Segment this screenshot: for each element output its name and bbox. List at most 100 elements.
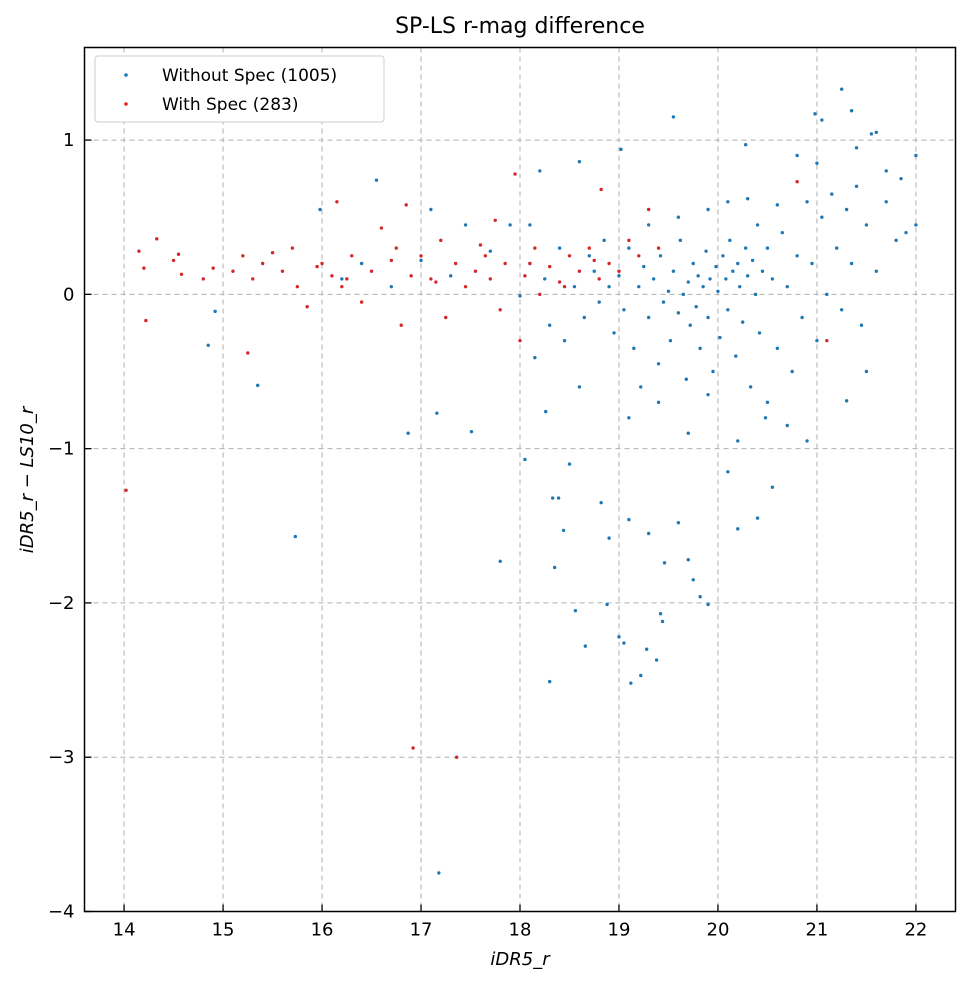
data-point [389, 258, 394, 263]
data-point [755, 516, 760, 520]
data-point [607, 261, 611, 266]
data-point [404, 203, 408, 207]
data-point [592, 258, 596, 263]
data-point [639, 385, 643, 389]
data-point [770, 277, 775, 281]
data-point [656, 246, 661, 250]
data-point [369, 269, 374, 273]
data-point [550, 496, 555, 500]
data-point [651, 277, 656, 281]
data-point [864, 223, 869, 227]
data-point [698, 595, 702, 599]
data-point [315, 264, 319, 269]
data-point [374, 178, 379, 182]
data-point [335, 200, 339, 204]
data-point [295, 284, 300, 289]
data-point [637, 284, 641, 289]
data-point [805, 200, 809, 204]
data-point [755, 223, 760, 227]
y-tick-label: −4 [48, 902, 75, 923]
data-point [775, 203, 780, 207]
data-point [914, 153, 918, 158]
data-point [567, 254, 572, 258]
data-point [815, 161, 819, 165]
data-point [854, 146, 859, 150]
data-point [661, 300, 666, 304]
data-point [293, 534, 298, 539]
data-point [379, 226, 384, 230]
data-point [583, 644, 588, 648]
y-tick-label: −2 [48, 593, 75, 614]
data-point [587, 246, 591, 250]
y-tick-label: 0 [63, 284, 74, 305]
data-point [359, 300, 364, 304]
data-point [533, 355, 537, 360]
data-point [706, 207, 710, 212]
data-point [547, 323, 552, 327]
data-point [668, 338, 673, 343]
data-point [656, 362, 661, 366]
data-point [429, 207, 433, 212]
data-point [142, 266, 146, 270]
chart-title: SP-LS r-mag difference [395, 14, 645, 39]
data-point [681, 292, 686, 297]
data-point [607, 284, 611, 289]
x-tick-label: 19 [608, 920, 631, 941]
data-point [528, 261, 532, 266]
data-point [820, 118, 824, 122]
data-point [646, 531, 651, 536]
data-point [599, 500, 603, 505]
data-point [646, 207, 651, 212]
x-tick-label: 22 [904, 920, 927, 941]
data-point [721, 254, 725, 258]
data-point [825, 292, 829, 297]
data-point [359, 261, 364, 266]
data-point [894, 238, 898, 243]
data-point [533, 246, 537, 250]
data-point [637, 254, 641, 258]
data-point [543, 277, 547, 281]
data-point [654, 658, 659, 662]
data-point [577, 159, 582, 164]
data-point [701, 284, 705, 289]
data-point [676, 311, 681, 315]
data-point [439, 238, 443, 243]
data-point [399, 323, 403, 327]
data-point [627, 246, 631, 250]
data-point [290, 246, 295, 250]
data-point [775, 346, 780, 351]
x-tick-label: 15 [212, 920, 235, 941]
data-point [795, 153, 799, 158]
data-point [790, 369, 794, 374]
legend-label-with-spec: With Spec (283) [162, 95, 299, 115]
data-point [320, 261, 324, 266]
data-point [469, 429, 474, 434]
data-point [743, 246, 748, 250]
data-point [435, 411, 439, 415]
data-point [544, 409, 548, 414]
x-tick-label: 20 [707, 920, 730, 941]
data-point [662, 561, 667, 565]
data-point [503, 261, 507, 266]
data-point [745, 274, 750, 278]
data-point [684, 377, 688, 381]
data-point [748, 385, 753, 389]
data-point [176, 252, 181, 256]
data-point [686, 280, 690, 284]
data-point [874, 130, 879, 135]
data-point [844, 207, 849, 212]
data-point [444, 315, 448, 320]
data-point [498, 559, 502, 563]
data-point [658, 612, 663, 616]
data-point [904, 230, 908, 235]
data-point [449, 274, 453, 278]
x-tick-label: 14 [113, 920, 136, 941]
data-point [454, 755, 459, 759]
data-point [676, 521, 681, 525]
data-point [592, 269, 596, 273]
data-point [785, 284, 789, 289]
data-point [318, 207, 322, 212]
data-point [557, 280, 562, 284]
data-point [736, 439, 740, 443]
data-point [726, 308, 730, 312]
